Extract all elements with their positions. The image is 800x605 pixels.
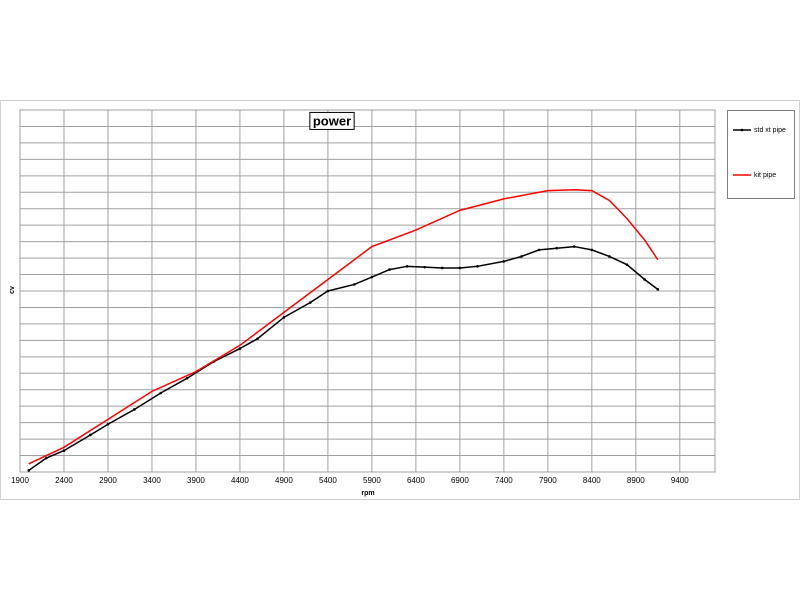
point: [370, 275, 374, 279]
point: [27, 469, 31, 472]
x-tick-label: 9400: [671, 476, 689, 485]
y-axis-label: cv: [9, 286, 16, 294]
point: [185, 376, 189, 380]
x-tick-label: 7900: [539, 476, 557, 485]
point: [388, 268, 391, 271]
point: [353, 283, 356, 286]
point: [555, 246, 558, 250]
series-line: [28, 245, 659, 471]
point: [133, 408, 136, 411]
point: [590, 248, 594, 252]
x-tick-label: 2900: [99, 476, 117, 485]
x-axis-label: rpm: [361, 490, 374, 497]
legend-marker: [740, 128, 744, 132]
point: [405, 265, 409, 268]
point: [326, 289, 330, 293]
point: [440, 266, 444, 270]
point: [643, 278, 646, 281]
point: [62, 449, 66, 452]
x-tick-label: 4900: [275, 476, 293, 485]
point: [238, 347, 242, 350]
legend-label: kit pipe: [754, 172, 776, 179]
x-tick-label: 4400: [231, 476, 249, 485]
x-tick-label: 1900: [11, 476, 29, 485]
point: [520, 255, 523, 258]
x-tick-label: 8400: [583, 476, 601, 485]
legend-label: std xt pipe: [754, 127, 786, 134]
point: [502, 260, 506, 263]
series-line: [28, 189, 659, 465]
x-tick-label: 8900: [627, 476, 645, 485]
point: [608, 255, 611, 258]
x-tick-label: 5400: [319, 476, 337, 485]
point: [45, 456, 48, 460]
point: [537, 248, 541, 252]
point: [106, 422, 110, 426]
point: [423, 265, 426, 269]
point: [625, 263, 629, 266]
point: [476, 265, 479, 268]
x-tick-label: 5900: [363, 476, 381, 485]
x-tick-label: 7400: [495, 476, 513, 485]
x-tick-label: 3400: [143, 476, 161, 485]
point: [159, 391, 163, 395]
point: [458, 266, 462, 270]
x-tick-label: 6900: [451, 476, 469, 485]
x-tick-label: 2400: [55, 476, 73, 485]
legend-box: [727, 110, 795, 199]
point: [89, 433, 92, 437]
point: [282, 316, 286, 319]
point: [256, 337, 259, 341]
x-tick-label: 3900: [187, 476, 205, 485]
chart-title: power: [313, 113, 351, 128]
point: [656, 288, 660, 291]
title-box: [309, 111, 355, 130]
point: [572, 245, 576, 248]
x-tick-label: 6400: [407, 476, 425, 485]
point: [309, 301, 312, 304]
